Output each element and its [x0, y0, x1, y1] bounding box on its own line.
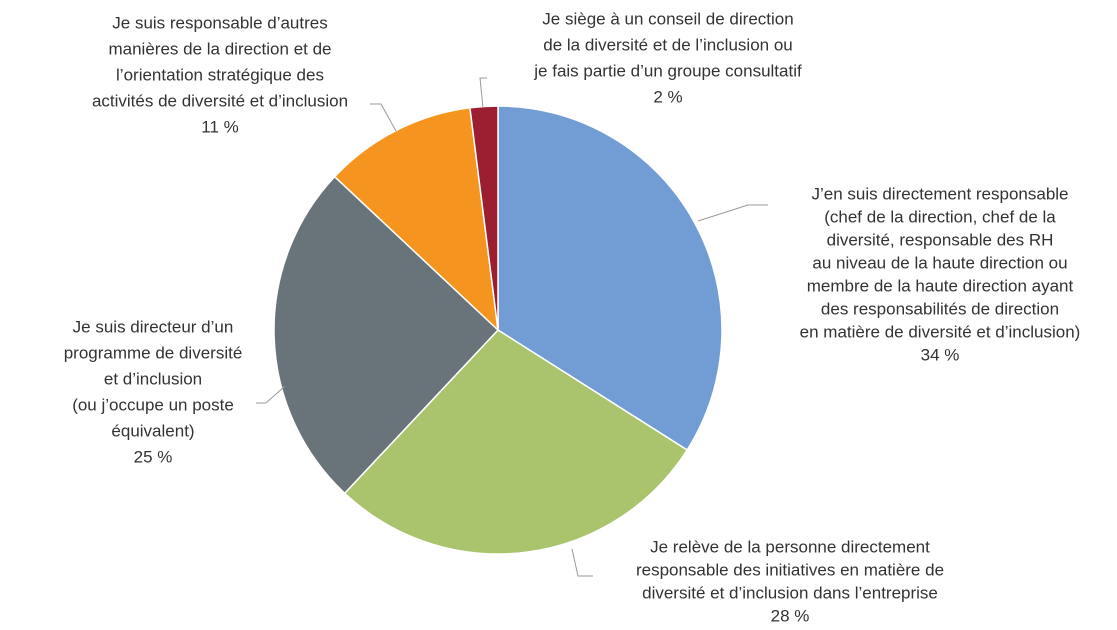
slice-label: programme de diversité	[64, 343, 243, 362]
pie-slice	[343, 329, 689, 555]
leader-line	[256, 385, 286, 404]
pie-slice	[497, 105, 723, 452]
value-label: 25 %	[134, 447, 173, 466]
slice-label: J’en suis directement responsable	[811, 184, 1068, 203]
leader-line	[697, 204, 768, 222]
slice-label: de la diversité et de l’inclusion ou	[543, 35, 792, 54]
slice-label: je fais partie d’un groupe consultatif	[533, 61, 802, 80]
slice-label: membre de la haute direction ayant	[807, 276, 1074, 295]
slice-label: activités de diversité et d’inclusion	[92, 91, 348, 110]
leader-line	[571, 548, 593, 577]
slice-label: Je siège à un conseil de direction	[542, 9, 793, 28]
slice-label: Je relève de la personne directement	[650, 537, 930, 556]
leader-line	[479, 77, 487, 109]
slice-label: en matière de diversité et d’inclusion)	[800, 322, 1081, 341]
value-label: 11 %	[201, 117, 239, 136]
slice-label: diversité et d’inclusion dans l’entrepri…	[642, 583, 938, 602]
slice-label: au niveau de la haute direction ou	[812, 253, 1067, 272]
slice-label: Je suis responsable d’autres	[112, 13, 327, 32]
slice-label: l’orientation stratégique des	[116, 65, 324, 84]
value-label: 28 %	[771, 606, 810, 625]
slice-label: responsable des initiatives en matière d…	[636, 560, 944, 579]
slice-label: équivalent)	[111, 421, 194, 440]
slice-label: manières de la direction et de	[108, 39, 331, 58]
slice-label: des responsabilités de direction	[821, 299, 1059, 318]
pie-slice	[333, 106, 500, 332]
pie-slice	[273, 175, 500, 495]
slice-label: et d’inclusion	[104, 369, 202, 388]
slice-label: (chef de la direction, chef de la	[824, 207, 1056, 226]
leader-line	[370, 103, 397, 132]
slice-label: Je suis directeur d’un	[73, 317, 234, 336]
slice-label: (ou j’occupe un poste	[72, 395, 234, 414]
value-label: 2 %	[653, 87, 682, 106]
value-label: 34 %	[921, 345, 960, 364]
slice-label: diversité, responsable des RH	[827, 230, 1054, 249]
pie-slice	[469, 105, 499, 331]
